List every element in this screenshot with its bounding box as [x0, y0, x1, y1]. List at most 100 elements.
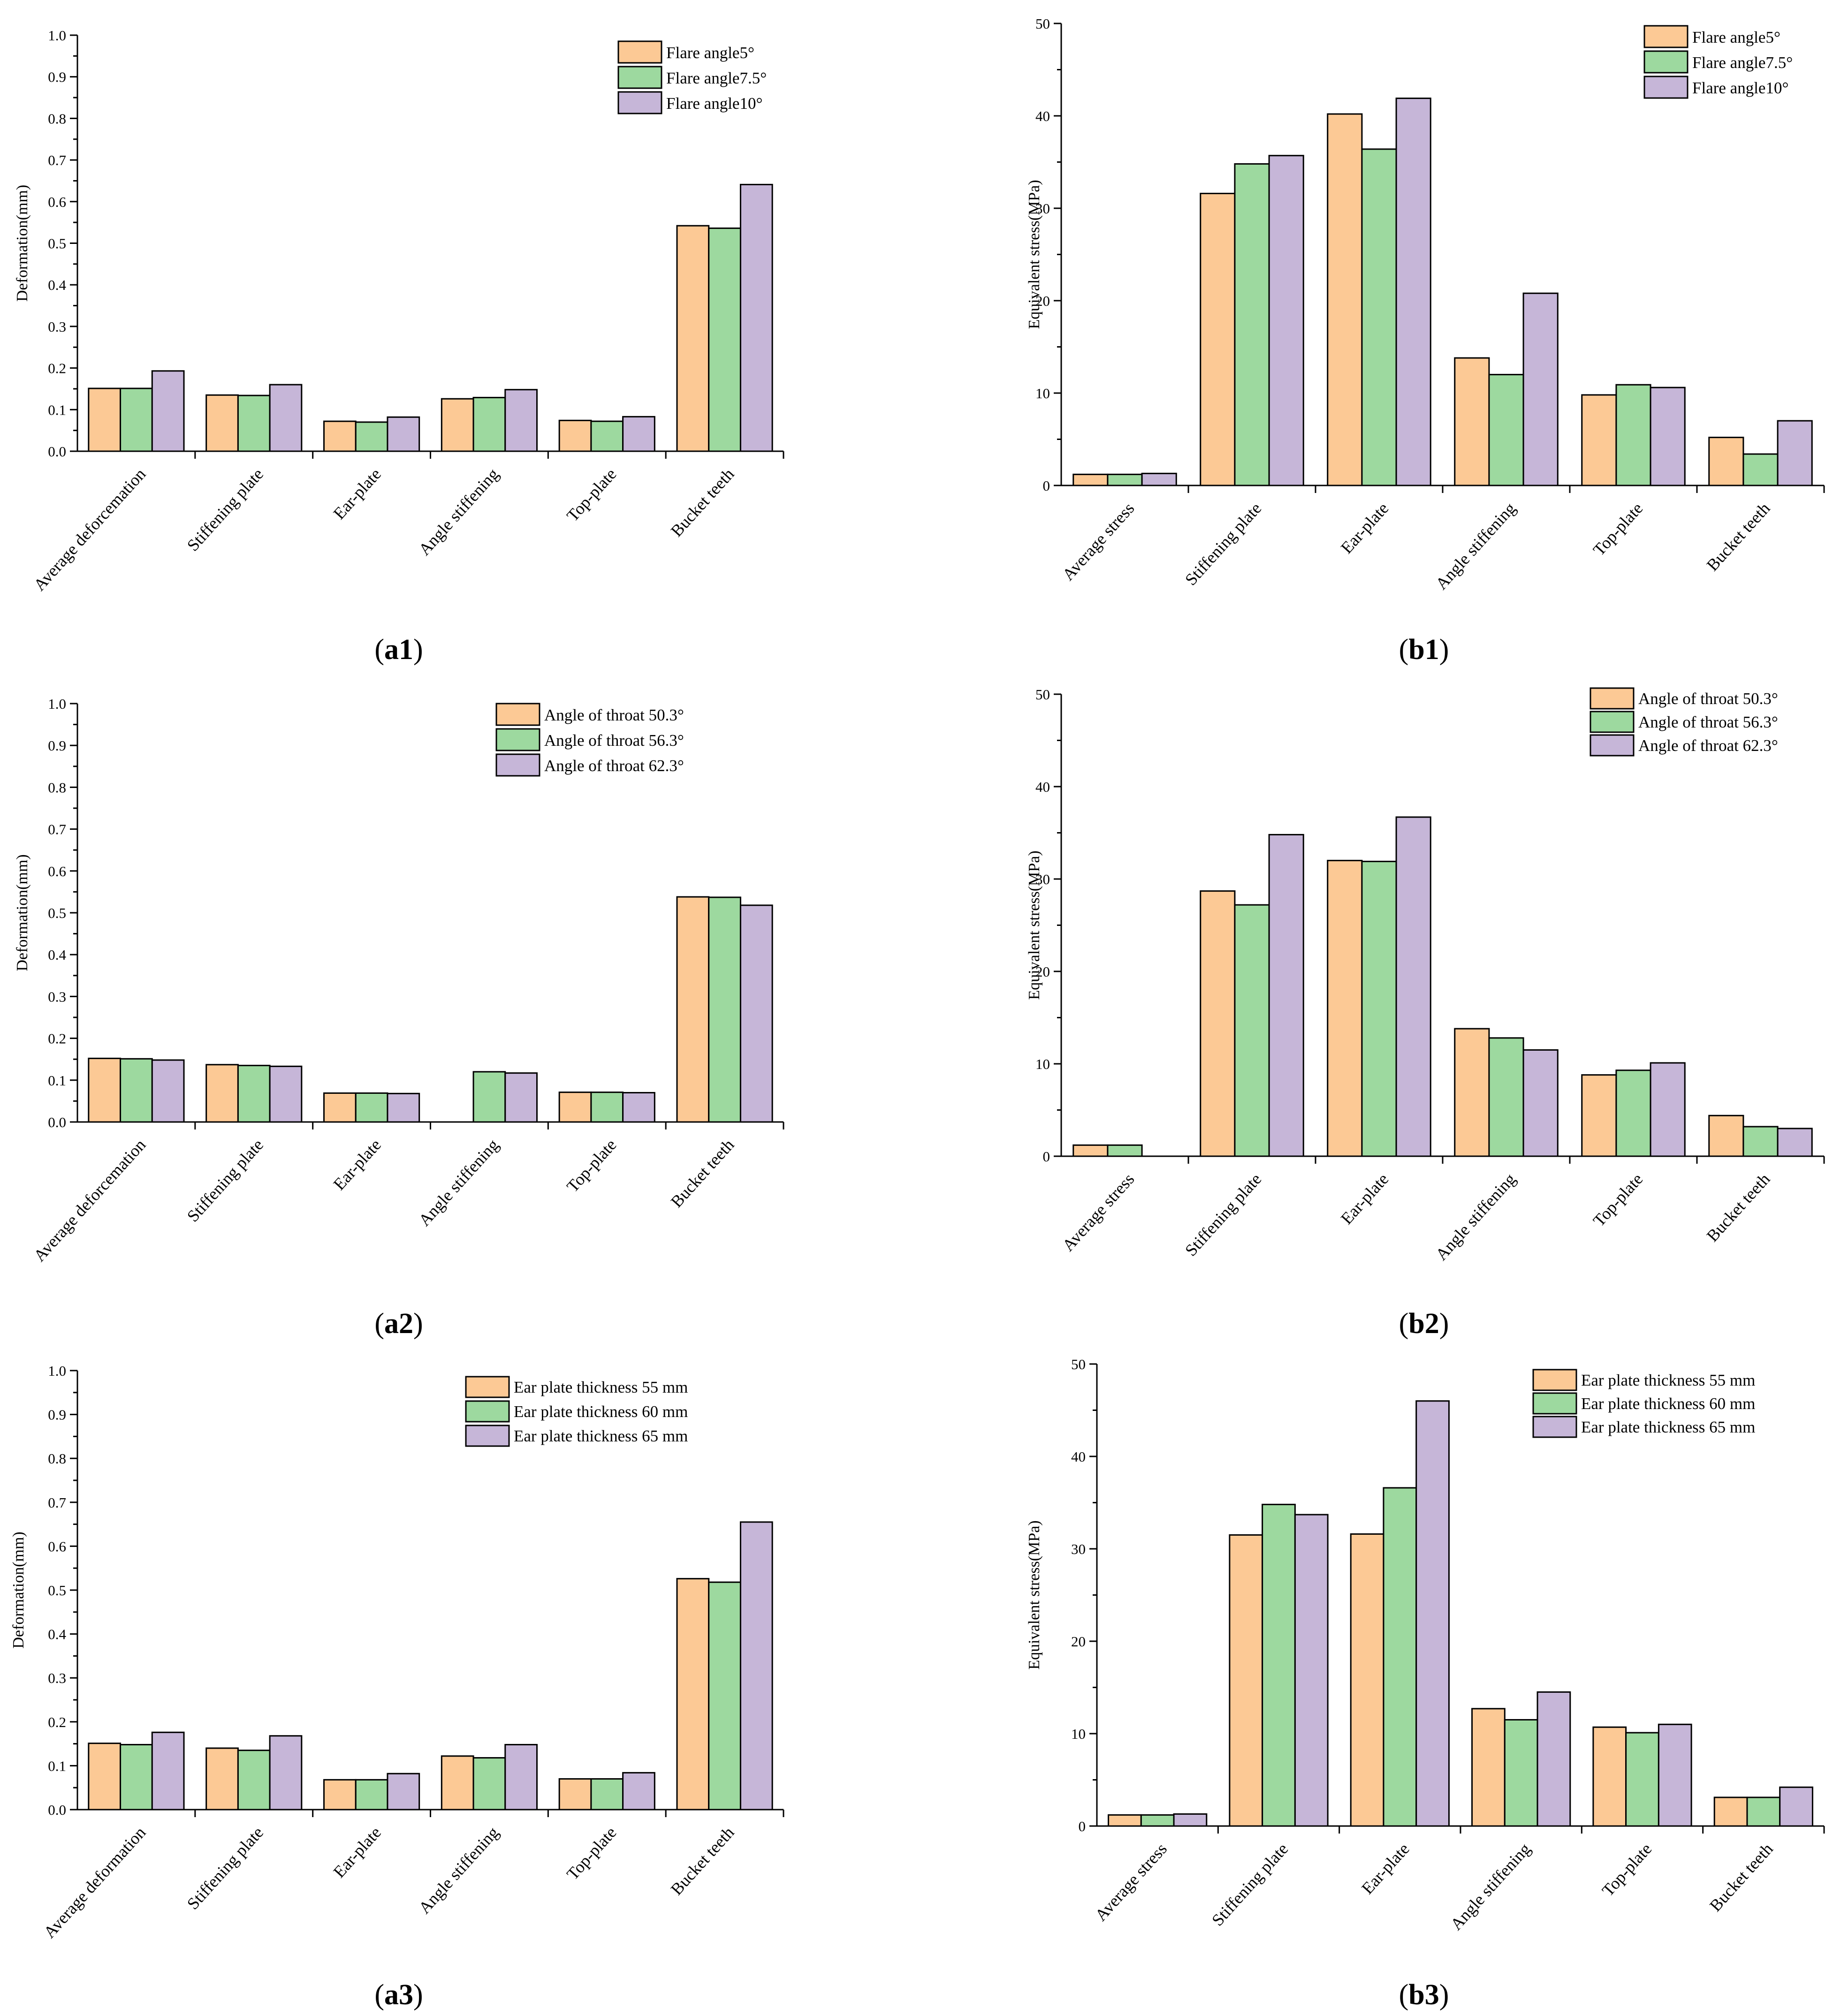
y-tick-label: 0.5	[48, 235, 66, 252]
bar-2	[1615, 384, 1651, 486]
bar-1	[1708, 1114, 1744, 1157]
bar-1	[1708, 437, 1744, 486]
y-tick-label: 10	[1035, 385, 1050, 402]
bar-2	[1107, 473, 1143, 486]
bar-1	[205, 1747, 239, 1811]
bar-2	[1234, 904, 1270, 1157]
bar-3	[1268, 834, 1304, 1157]
bar-2	[1746, 1796, 1781, 1827]
bar-1	[323, 1092, 357, 1123]
legend-label: Angle of throat 62.3°	[1638, 736, 1778, 755]
x-category-label: Top-plate	[1598, 1840, 1656, 1900]
bar-2	[237, 1065, 271, 1123]
y-tick-label: 50	[1035, 686, 1050, 703]
legend-label: Angle of throat 62.3°	[544, 757, 684, 775]
bar-2	[1488, 374, 1524, 486]
y-tick-label: 0.1	[48, 402, 66, 418]
legend-swatch	[617, 91, 662, 114]
caption-paren-open: (	[1399, 1979, 1409, 2011]
y-tick-label: 30	[1035, 200, 1050, 217]
bar-2	[1742, 453, 1779, 486]
x-category-label: Stiffening plate	[183, 1136, 267, 1226]
bar-2	[1504, 1719, 1538, 1827]
x-category-label: Top-plate	[563, 1136, 620, 1196]
legend-label: Flare angle5°	[1692, 28, 1780, 46]
bar-2	[120, 387, 153, 452]
y-tick-label: 0	[1043, 1148, 1050, 1165]
x-category-label: Ear-plate	[330, 1823, 385, 1881]
x-category-label: Average deforcemation	[30, 465, 150, 595]
caption-letter: b3	[1408, 1979, 1439, 2011]
bar-1	[205, 1064, 239, 1123]
y-tick-label: 0.2	[48, 1714, 66, 1730]
y-tick-label: 20	[1035, 963, 1050, 980]
y-tick-label: 0.0	[48, 1802, 66, 1818]
x-category-label: Bucket teeth	[667, 465, 738, 540]
bar-2	[708, 1581, 741, 1811]
x-category-label: Stiffening plate	[1208, 1840, 1292, 1930]
legend-swatch	[465, 1400, 510, 1423]
bar-2	[1140, 1814, 1175, 1827]
x-category-label: Ear-plate	[1358, 1840, 1413, 1898]
bar-1	[1454, 1028, 1490, 1157]
y-tick-label: 0.1	[48, 1072, 66, 1089]
bar-3	[151, 370, 185, 452]
bar-2	[355, 1779, 388, 1811]
y-tick-label: 0.5	[48, 1582, 66, 1599]
y-tick-label: 0.1	[48, 1758, 66, 1774]
legend-swatch	[1590, 734, 1635, 757]
chart-panel-a1: 0.0 0.1 0.2 0.3 0.4 0.5 0.6 0.7 0.8 0.9 1.0 Deforma…	[14, 27, 784, 666]
bar-3	[739, 904, 773, 1123]
bar-2	[472, 397, 506, 452]
bar-3	[1777, 420, 1813, 486]
bar-1	[323, 1779, 357, 1811]
bar-2	[708, 896, 741, 1123]
y-tick-label: 0.9	[48, 69, 66, 85]
bar-2	[1625, 1732, 1659, 1827]
x-category-label: Top-plate	[563, 465, 620, 525]
bar-2	[1742, 1126, 1779, 1157]
bar-3	[1141, 472, 1177, 486]
y-axis-title: Deformation(mm)	[14, 854, 31, 971]
x-category-label: Angle stiffening	[1432, 499, 1520, 593]
legend-label: Flare angle7.5°	[1692, 53, 1793, 72]
bar-1	[558, 1091, 592, 1123]
bar-1	[1327, 113, 1363, 486]
bar-3	[1650, 1062, 1686, 1157]
caption-letter: a2	[384, 1308, 413, 1340]
caption-paren-close: )	[413, 634, 423, 666]
caption-letter: b2	[1408, 1308, 1439, 1340]
legend-swatch	[1590, 687, 1635, 710]
bar-1	[558, 1778, 592, 1811]
y-tick-label: 0.7	[48, 152, 66, 168]
legend-label: Flare angle10°	[666, 94, 762, 113]
x-category-label: Ear-plate	[330, 1136, 385, 1194]
bar-1	[1229, 1534, 1263, 1827]
legend-label: Flare angle5°	[666, 44, 754, 62]
x-category-label: Angle stiffening	[1447, 1840, 1535, 1934]
x-category-label: Average deforcemation	[30, 1136, 150, 1266]
y-tick-label: 0.9	[48, 737, 66, 754]
bar-3	[1522, 1049, 1559, 1157]
y-tick-label: 0.5	[48, 905, 66, 921]
y-tick-label: 0.2	[48, 360, 66, 377]
y-tick-label: 0.9	[48, 1407, 66, 1423]
x-category-label: Bucket teeth	[667, 1823, 738, 1899]
y-tick-label: 0.6	[48, 194, 66, 210]
bar-3	[269, 384, 303, 452]
caption-letter: a3	[384, 1979, 413, 2011]
y-tick-label: 30	[1035, 871, 1050, 887]
x-category-label: Ear-plate	[1337, 499, 1392, 557]
y-tick-label: 20	[1071, 1633, 1086, 1650]
caption-paren-close: )	[1439, 634, 1449, 666]
bar-3	[1395, 816, 1431, 1157]
bar-3	[1779, 1786, 1813, 1827]
bar-2	[708, 227, 741, 452]
caption-paren-close: )	[1439, 1979, 1449, 2011]
y-tick-label: 0.6	[48, 863, 66, 879]
caption-paren-close: )	[1439, 1308, 1449, 1340]
x-category-label: Angle stiffening	[415, 1136, 502, 1230]
bar-3	[739, 1521, 773, 1811]
y-tick-label: 50	[1071, 1356, 1086, 1372]
y-tick-label: 10	[1071, 1726, 1086, 1742]
